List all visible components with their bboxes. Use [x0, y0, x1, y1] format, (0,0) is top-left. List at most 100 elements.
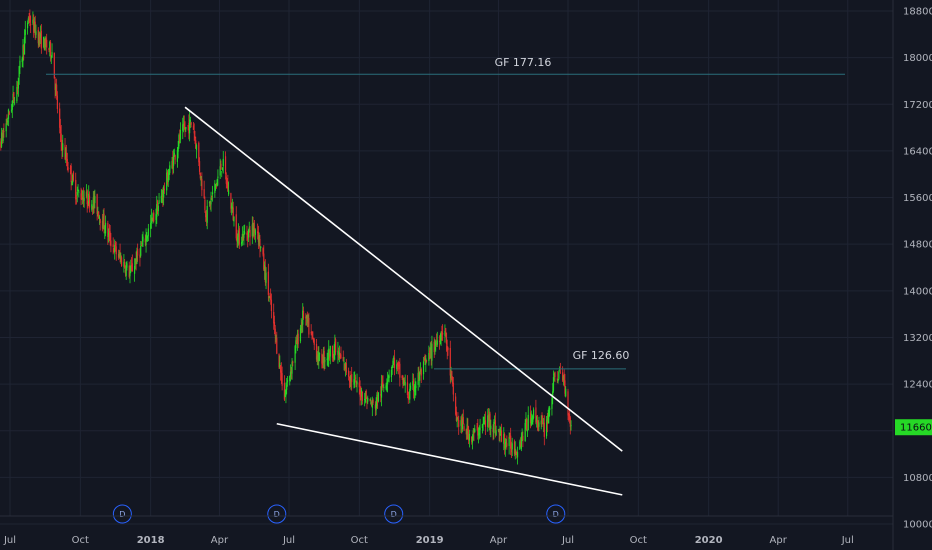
candle-body — [563, 374, 565, 383]
candle-body — [64, 145, 66, 160]
candle-body — [1, 133, 3, 141]
candle-body — [557, 379, 559, 382]
candle-body — [26, 22, 29, 29]
candle-body — [286, 380, 289, 383]
candle-body — [476, 426, 478, 428]
candle-body — [136, 250, 138, 264]
candle-body — [451, 377, 454, 384]
candle-body — [233, 216, 235, 222]
candle-body — [445, 332, 448, 344]
candle-body — [423, 359, 425, 361]
candle-body — [520, 441, 522, 447]
candle-body — [257, 231, 260, 242]
candle-body — [425, 360, 428, 362]
candle-body — [364, 392, 367, 402]
candle-body — [189, 120, 191, 122]
candle-body — [254, 227, 256, 234]
candle-body — [124, 262, 126, 268]
candle-body — [511, 443, 513, 450]
candle-body — [414, 386, 416, 392]
candle-body — [409, 385, 412, 390]
candle-body — [21, 58, 23, 63]
candle-body — [269, 297, 271, 299]
candle-body — [182, 124, 184, 131]
dividend-marker-icon — [267, 504, 287, 524]
candle-body — [369, 399, 371, 401]
candle-body — [354, 379, 356, 381]
candle-body — [318, 353, 321, 355]
candle-body — [556, 378, 558, 380]
candle-body — [43, 39, 45, 51]
candle-body — [210, 197, 212, 205]
candle-body — [125, 265, 127, 276]
candle-body — [40, 30, 42, 49]
candle-body — [488, 414, 490, 423]
candle-body — [166, 172, 168, 191]
candle-body — [542, 422, 544, 424]
candle-body — [396, 362, 399, 366]
candle-body — [97, 211, 99, 214]
candle-body — [67, 167, 69, 171]
candle-body — [48, 48, 50, 51]
candle-body — [135, 258, 137, 265]
candle-body — [494, 422, 496, 424]
candle-body — [244, 232, 246, 234]
candle-body — [70, 166, 72, 183]
candle-body — [489, 413, 491, 427]
candle-body — [81, 197, 83, 200]
candle-body — [545, 419, 548, 437]
candle-body — [355, 381, 357, 388]
candle-body — [372, 399, 374, 404]
candle-body — [361, 390, 363, 397]
candle-body — [54, 79, 56, 91]
candle-body — [418, 372, 420, 380]
candle-body — [140, 245, 142, 256]
candle-body — [461, 417, 463, 427]
candle-body — [498, 429, 500, 434]
candle-body — [415, 385, 417, 388]
candle-body — [112, 244, 114, 247]
candle-body — [537, 420, 539, 428]
candle-body — [110, 240, 112, 247]
candle-body — [82, 195, 84, 203]
candle-body — [516, 451, 518, 456]
x-tick-label: Jul — [841, 535, 854, 546]
candle-body — [351, 374, 353, 383]
candle-body — [241, 233, 243, 243]
candle-body — [305, 316, 307, 319]
candle-body — [297, 333, 299, 345]
candle-body — [279, 362, 281, 368]
candle-body — [173, 152, 175, 157]
candle-body — [302, 311, 305, 319]
candle-body — [524, 422, 526, 442]
candle-body — [503, 433, 505, 444]
candle-body — [86, 190, 88, 205]
candle-body — [359, 389, 361, 397]
candle-body — [115, 246, 117, 255]
candle-body — [401, 375, 403, 379]
candle-body — [98, 216, 101, 220]
candle-body — [466, 424, 468, 434]
candle-body — [209, 202, 211, 207]
candle-body — [46, 39, 48, 48]
candle-body — [364, 399, 366, 400]
candle-body — [241, 241, 243, 245]
y-axis: 18800 18000 17200 16400 15600 14800 14000 13200… — [892, 0, 932, 550]
y-tick-label: 10000 — [903, 520, 932, 531]
candle-body — [254, 229, 256, 235]
candle-body — [128, 265, 130, 277]
candle-body — [439, 340, 441, 345]
candle-body — [17, 77, 20, 89]
annotation-gf-126: GF 126.60 — [573, 349, 630, 362]
candle-body — [392, 360, 394, 368]
candle-body — [237, 236, 239, 244]
x-tick-label: Jul — [561, 535, 574, 546]
candle-body — [419, 369, 422, 372]
candle-body — [515, 451, 517, 454]
candle-body — [370, 402, 372, 404]
candle-body — [551, 398, 553, 409]
candle-body — [312, 331, 314, 339]
candle-body — [553, 373, 555, 376]
candle-body — [161, 196, 163, 198]
